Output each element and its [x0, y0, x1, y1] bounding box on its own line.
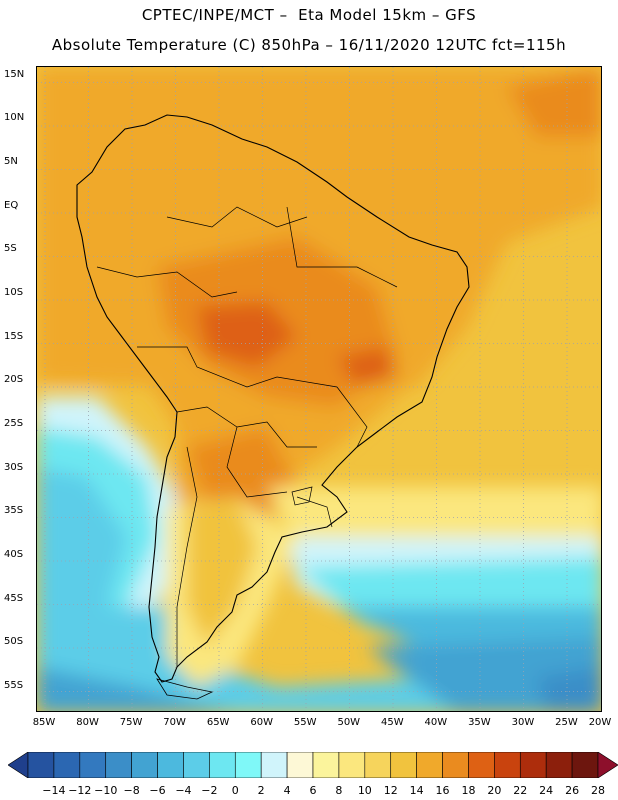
colorbar-swatch	[338, 752, 366, 778]
temperature-map[interactable]	[36, 66, 602, 712]
colorbar-swatch	[157, 752, 184, 778]
colorbar-swatch	[519, 752, 547, 778]
lon-tick-label: 50W	[337, 717, 361, 728]
lat-tick-label: 15N	[4, 68, 25, 80]
lon-tick-label: 20W	[588, 717, 612, 728]
colorbar-tick-label: −2	[201, 784, 218, 797]
south-america-coastline	[76, 114, 470, 683]
lon-tick-label: 55W	[293, 717, 317, 728]
lat-tick-label: 10S	[4, 286, 24, 298]
temperature-field	[37, 67, 601, 711]
lat-tick-label: 25S	[4, 417, 24, 429]
colorbar-tick-label: 22	[513, 784, 528, 797]
colorbar-swatch	[286, 752, 314, 778]
colorbar-tick-label: 24	[539, 784, 554, 797]
colorbar-tick-label: 26	[565, 784, 580, 797]
colorbar-tick-label: 14	[409, 784, 424, 797]
colorbar-swatch	[209, 752, 236, 778]
chart-title-line-1: CPTEC/INPE/MCT – Eta Model 15km – GFS	[141, 6, 477, 24]
colorbar-tick-label: 2	[257, 784, 265, 797]
lat-tick-label: 45S	[4, 592, 24, 604]
colorbar-tick-label: −10	[94, 784, 118, 797]
colorbar-swatch	[468, 752, 495, 778]
lat-tick-label: 5N	[4, 156, 18, 168]
colorbar-swatch	[260, 752, 288, 778]
lon-tick-label: 85W	[32, 717, 56, 728]
lon-tick-label: 25W	[555, 717, 578, 728]
colorbar-tick-label: 18	[461, 784, 476, 797]
colorbar-swatch	[79, 752, 107, 778]
colorbar-max-arrow	[597, 752, 618, 778]
colorbar-swatch	[105, 752, 132, 778]
colorbar-swatch	[545, 752, 573, 778]
lon-tick-label: 35W	[468, 717, 491, 728]
lake-outline	[291, 486, 313, 506]
lon-tick-label: 40W	[424, 717, 448, 728]
lat-tick-label: 55S	[4, 679, 24, 691]
colorbar-swatch	[494, 752, 521, 778]
colorbar-tick-label: 20	[487, 784, 502, 797]
colorbar-swatch	[27, 752, 55, 778]
colorbar-tick-label: −6	[149, 784, 166, 797]
country-borders	[96, 206, 398, 667]
colorbar-tick-label: −8	[123, 784, 140, 797]
lat-tick-label: 30S	[4, 461, 24, 473]
colorbar-tick-label: 0	[231, 784, 239, 797]
lat-tick-label: EQ	[4, 199, 19, 211]
colorbar-tick-label: 4	[283, 784, 291, 797]
lat-tick-label: 10N	[4, 112, 25, 124]
colorbar-swatch	[234, 752, 262, 778]
lat-tick-label: 20S	[4, 374, 24, 386]
lat-tick-label: 35S	[4, 505, 24, 517]
colorbar-swatch	[571, 752, 599, 778]
colorbar-tick-label: 16	[435, 784, 450, 797]
tierra-del-fuego	[156, 678, 214, 700]
colorbar-swatch	[312, 752, 340, 778]
lon-tick-label: 65W	[206, 717, 230, 728]
colorbar-min-arrow	[8, 752, 29, 778]
colorbar-tick-label: −4	[175, 784, 192, 797]
lon-tick-label: 30W	[511, 717, 535, 728]
colorbar-swatch	[131, 752, 158, 778]
colorbar-tick-label: −14	[42, 784, 66, 797]
lon-tick-label: 75W	[119, 717, 143, 728]
lat-tick-label: 5S	[4, 243, 17, 255]
colorbar-swatch	[442, 752, 469, 778]
lon-tick-label: 70W	[163, 717, 186, 728]
colorbar-tick-label: −12	[68, 784, 92, 797]
colorbar-swatch	[390, 752, 417, 778]
colorbar-tick-label: 12	[383, 784, 398, 797]
colorbar-swatch	[53, 752, 81, 778]
lon-tick-label: 80W	[76, 717, 99, 728]
lat-tick-label: 40S	[4, 548, 24, 560]
lat-tick-label: 15S	[4, 330, 24, 342]
colorbar-swatch	[364, 752, 392, 778]
colorbar-swatch	[416, 752, 443, 778]
colorbar-swatch	[183, 752, 210, 778]
chart-title-line-2: Absolute Temperature (C) 850hPa – 16/11/…	[51, 36, 567, 54]
lon-tick-label: 45W	[380, 717, 404, 728]
lon-tick-label: 60W	[250, 717, 273, 728]
lat-tick-label: 50S	[4, 636, 24, 648]
temperature-field-svg	[37, 67, 601, 711]
colorbar-tick-label: 28	[591, 784, 605, 797]
colorbar-tick-label: 10	[357, 784, 372, 797]
colorbar-tick-label: 6	[309, 784, 317, 797]
colorbar-tick-label: 8	[335, 784, 343, 797]
temperature-colorbar	[8, 752, 618, 778]
